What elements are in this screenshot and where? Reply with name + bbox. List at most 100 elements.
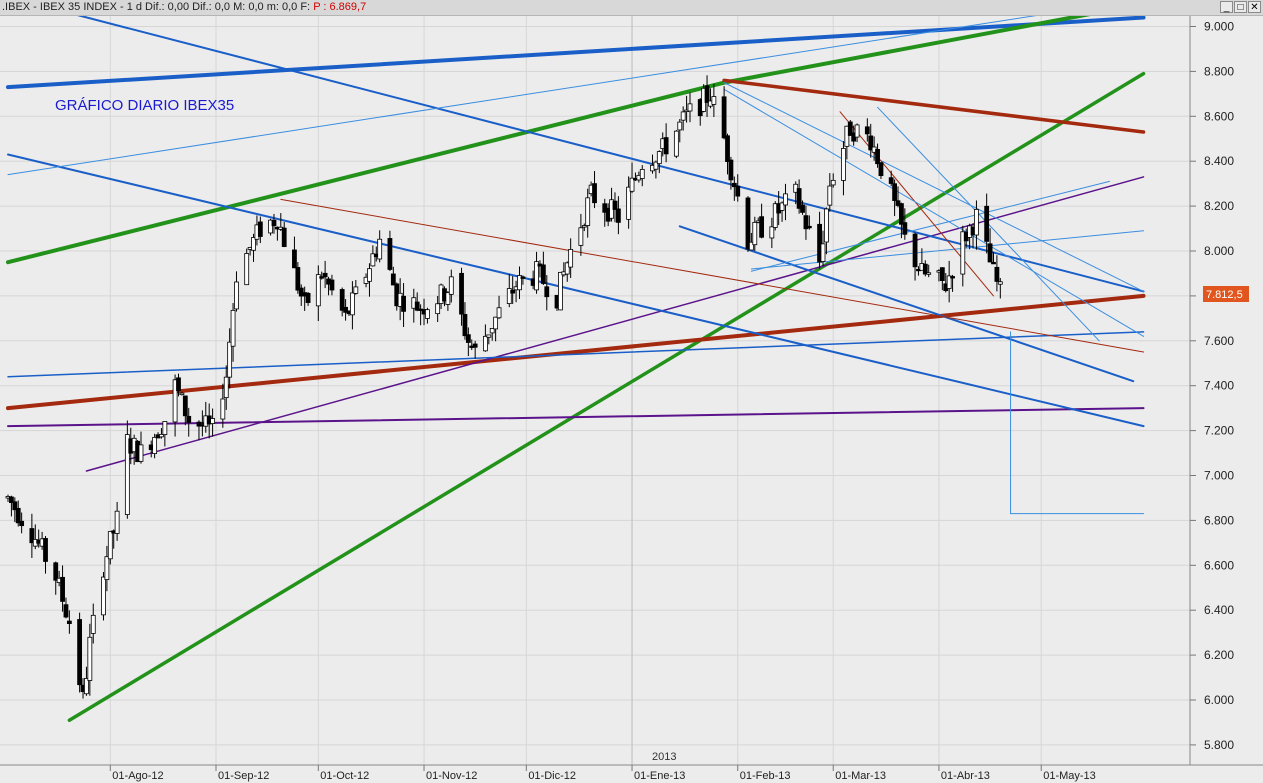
y-tick-label: 9.000	[1204, 20, 1234, 34]
x-tick-label: 01-Feb-13	[740, 770, 791, 782]
y-tick-label: 6.400	[1204, 603, 1234, 617]
candle-body	[725, 135, 730, 162]
candle-body	[578, 227, 584, 246]
candle-body	[101, 576, 106, 616]
candle-body	[864, 126, 870, 135]
trendline	[7, 16, 1037, 176]
close-button[interactable]: ✕	[1248, 1, 1261, 13]
candle-body	[796, 188, 802, 209]
candle-body	[585, 197, 591, 226]
candle-body	[847, 121, 853, 136]
candle-body	[656, 151, 662, 165]
y-tick-label: 6.200	[1204, 648, 1234, 662]
maximize-button[interactable]: □	[1234, 1, 1247, 13]
candle-body	[77, 619, 83, 686]
candle-body	[401, 295, 406, 312]
candle-body	[66, 620, 72, 624]
candle-body	[271, 219, 277, 227]
candle-body	[517, 275, 522, 291]
y-tick-label: 7.200	[1204, 424, 1234, 438]
candle-body	[544, 286, 550, 298]
candle-body	[292, 249, 297, 269]
candle-body	[486, 334, 492, 338]
candle-body	[268, 219, 273, 234]
candle-body	[581, 225, 587, 228]
candle-body	[377, 238, 383, 260]
candle-body	[9, 496, 14, 504]
trendline	[750, 230, 1145, 270]
candle-body	[257, 221, 263, 237]
x-tick-label: 01-Ago-12	[112, 770, 163, 782]
trendline	[678, 225, 1135, 383]
candle-body	[534, 261, 539, 291]
candle-body	[448, 276, 454, 295]
trendline	[7, 331, 1145, 378]
candle-body	[387, 238, 393, 270]
candle-body	[496, 307, 502, 319]
candle-body	[817, 223, 822, 263]
candle-body	[182, 395, 188, 417]
candle-body	[759, 216, 765, 238]
candle-body	[343, 306, 348, 313]
trendline	[6, 16, 1146, 90]
trendline	[6, 293, 1146, 411]
trendline	[839, 111, 994, 297]
candle-body	[987, 243, 993, 263]
candle-body	[172, 379, 178, 423]
candle-body	[353, 286, 359, 294]
candle-body	[104, 556, 110, 581]
candle-body	[615, 208, 621, 223]
candle-body	[721, 96, 727, 139]
candle-body	[12, 501, 18, 511]
candle-body	[19, 520, 25, 527]
minimize-button[interactable]: _	[1220, 1, 1233, 13]
candle-body	[223, 376, 229, 399]
candle-body	[29, 528, 35, 544]
y-tick-label: 8.600	[1204, 109, 1234, 123]
candle-body	[629, 177, 635, 192]
candle-body	[465, 334, 471, 343]
candle-body	[827, 185, 833, 206]
x-tick-label: 01-Nov-12	[426, 770, 477, 782]
candle-body	[114, 510, 120, 534]
candle-body	[673, 130, 679, 157]
candle-body	[946, 275, 952, 289]
candle-body	[830, 179, 836, 186]
candle-body	[230, 309, 236, 347]
y-tick-label: 5.800	[1204, 738, 1234, 752]
candle-body	[107, 531, 113, 560]
y-tick-label: 8.800	[1204, 64, 1234, 78]
candle-body	[152, 436, 158, 454]
candle-body	[339, 289, 345, 311]
candle-body	[711, 96, 717, 105]
candle-body	[414, 301, 420, 311]
candle-body	[472, 343, 478, 348]
candle-body	[878, 162, 884, 177]
candle-body	[462, 314, 468, 337]
candle-body	[844, 125, 850, 147]
candle-body	[997, 281, 1003, 285]
trendline	[6, 80, 727, 265]
candle-body	[305, 292, 311, 303]
candle-body	[680, 111, 686, 121]
candle-body	[912, 233, 918, 268]
candle-body	[87, 636, 93, 681]
year-marker: 2013	[652, 751, 676, 763]
candle-body	[63, 604, 69, 618]
candle-body	[868, 135, 874, 151]
candle-body	[176, 377, 181, 392]
candle-body	[370, 253, 376, 267]
candlesticks	[5, 75, 1003, 699]
trendline	[723, 88, 1145, 337]
candle-body	[892, 183, 897, 201]
y-tick-label: 8.400	[1204, 154, 1234, 168]
candle-body	[800, 204, 805, 213]
x-tick-label: 01-May-13	[1043, 770, 1096, 782]
candle-body	[745, 197, 751, 250]
trendline	[723, 82, 1145, 292]
candle-body	[196, 421, 202, 427]
candle-body	[520, 276, 526, 279]
y-tick-label: 6.800	[1204, 513, 1234, 527]
candle-body	[994, 266, 1000, 282]
candle-body	[779, 202, 785, 211]
